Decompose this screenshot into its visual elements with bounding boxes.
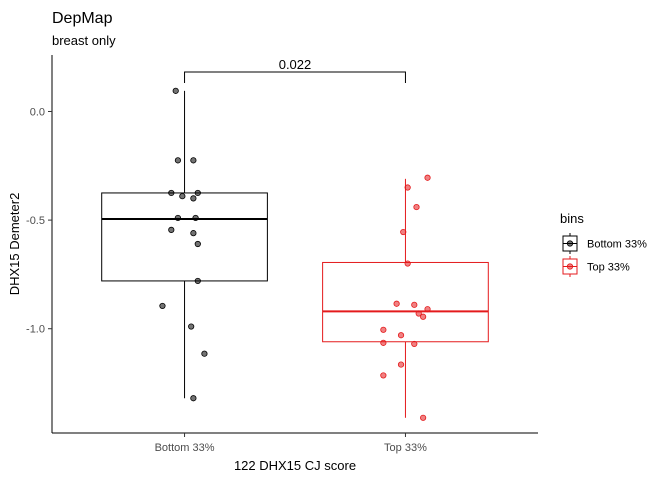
- data-point: [172, 87, 179, 94]
- data-point: [194, 240, 201, 248]
- x-ticks: Bottom 33% Top 33%: [155, 433, 427, 454]
- box-iqr: [322, 261, 489, 343]
- data-point: [397, 361, 405, 368]
- legend-title: bins: [560, 211, 584, 226]
- y-tick-label: -1.0: [26, 324, 45, 336]
- data-point: [159, 302, 166, 310]
- data-point: [397, 332, 405, 339]
- data-point: [393, 300, 400, 307]
- y-tick-label: 0.0: [30, 106, 45, 118]
- legend-key: [562, 256, 578, 277]
- data-point: [380, 372, 387, 379]
- data-point: [411, 301, 418, 308]
- legend-key-point: [566, 240, 574, 247]
- significance-bracket: 0.022: [184, 57, 406, 83]
- legend-label: Top 33%: [587, 262, 630, 274]
- data-point: [194, 277, 201, 285]
- data-point: [404, 260, 411, 267]
- data-point: [190, 395, 197, 402]
- data-point: [168, 226, 175, 233]
- data-point: [415, 310, 422, 317]
- data-point: [380, 326, 387, 333]
- data-point: [190, 230, 197, 237]
- data-point: [192, 214, 199, 222]
- legend-label: Bottom 33%: [587, 239, 647, 251]
- legend-key-point: [566, 263, 574, 270]
- data-point: [404, 184, 411, 191]
- data-point: [168, 189, 175, 197]
- chart-title: DepMap: [52, 10, 113, 27]
- data-point: [190, 157, 197, 164]
- data-point: [201, 350, 208, 357]
- data-point: [190, 195, 197, 202]
- data-point: [424, 306, 431, 313]
- legend-key: [562, 233, 578, 254]
- data-point: [413, 203, 420, 211]
- data-point: [188, 323, 195, 330]
- data-point: [380, 339, 387, 346]
- legend: bins Bottom 33% Top 33%: [560, 211, 647, 277]
- plot-area: [101, 87, 489, 421]
- data-point: [424, 174, 431, 181]
- data-point: [400, 228, 407, 236]
- bracket-line: [184, 71, 406, 83]
- y-tick-label: -0.5: [26, 215, 45, 227]
- p-value-label: 0.022: [279, 57, 312, 72]
- x-tick-label: Top 33%: [384, 442, 427, 454]
- y-axis-title: DHX15 Demeter2: [7, 193, 22, 296]
- data-point: [194, 189, 201, 197]
- data-point: [420, 414, 427, 421]
- data-point: [174, 214, 182, 222]
- x-axis-title: 122 DHX15 CJ score: [234, 458, 356, 473]
- data-point: [411, 340, 418, 348]
- x-tick-label: Bottom 33%: [155, 442, 215, 454]
- data-point: [179, 193, 186, 200]
- chart-subtitle: breast only: [52, 33, 116, 48]
- data-point: [174, 157, 182, 164]
- y-ticks: 0.0 -0.5 -1.0: [26, 106, 52, 336]
- data-point: [420, 313, 427, 320]
- box-iqr: [101, 192, 268, 282]
